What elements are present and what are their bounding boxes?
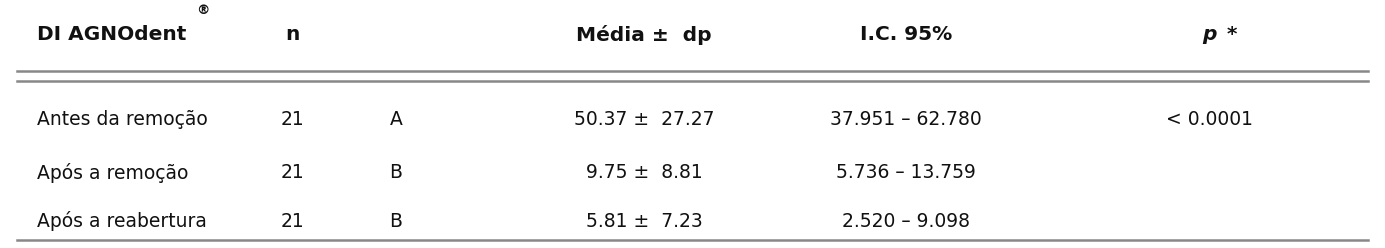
Text: *: * [1226, 26, 1237, 44]
Text: A: A [389, 110, 403, 129]
Text: DI AGNOdent: DI AGNOdent [37, 26, 187, 44]
Text: B: B [389, 163, 403, 182]
Text: 5.81 ±  7.23: 5.81 ± 7.23 [586, 212, 702, 231]
Text: p: p [1202, 26, 1217, 44]
Text: n: n [285, 26, 299, 44]
Text: 5.736 – 13.759: 5.736 – 13.759 [837, 163, 976, 182]
Text: Média ±  dp: Média ± dp [576, 25, 712, 45]
Text: 9.75 ±  8.81: 9.75 ± 8.81 [586, 163, 702, 182]
Text: 21: 21 [281, 163, 305, 182]
Text: 50.37 ±  27.27: 50.37 ± 27.27 [573, 110, 715, 129]
Text: ®: ® [195, 4, 209, 17]
Text: 37.951 – 62.780: 37.951 – 62.780 [831, 110, 982, 129]
Text: 2.520 – 9.098: 2.520 – 9.098 [842, 212, 971, 231]
Text: Após a reabertura: Após a reabertura [37, 211, 208, 231]
Text: I.C. 95%: I.C. 95% [860, 26, 953, 44]
Text: 21: 21 [281, 212, 305, 231]
Text: < 0.0001: < 0.0001 [1166, 110, 1253, 129]
Text: Após a remoção: Após a remoção [37, 163, 188, 183]
Text: 21: 21 [281, 110, 305, 129]
Text: Antes da remoção: Antes da remoção [37, 110, 208, 129]
Text: B: B [389, 212, 403, 231]
